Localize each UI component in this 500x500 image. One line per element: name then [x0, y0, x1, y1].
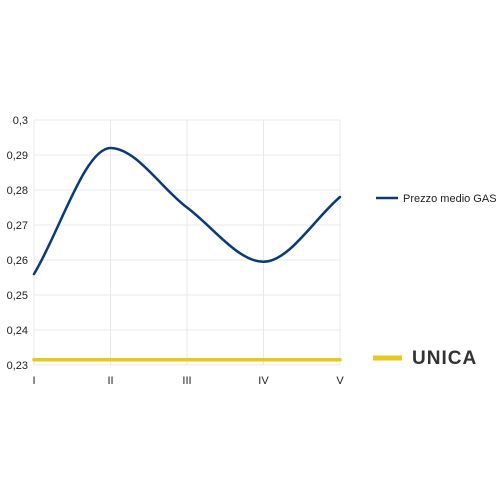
y-tick-label: 0,3	[13, 115, 28, 127]
y-tick-label: 0,24	[7, 325, 28, 337]
y-tick-label: 0,26	[7, 255, 28, 267]
legend: Prezzo medio GAS UNICA	[373, 193, 497, 369]
x-axis-ticks: I II III IV V	[32, 375, 344, 387]
grid	[33, 119, 341, 366]
y-tick-label: 0,23	[7, 360, 28, 372]
y-tick-label: 0,28	[7, 185, 28, 197]
y-tick-label: 0,29	[7, 150, 28, 162]
y-tick-label: 0,27	[7, 220, 28, 232]
x-tick-label: III	[182, 375, 191, 387]
series-lines	[32, 146, 342, 362]
x-tick-label: I	[32, 375, 35, 387]
legend-label-unica: UNICA	[412, 348, 477, 369]
y-axis-ticks: 0,23 0,24 0,25 0,26 0,27 0,28 0,29 0,3	[7, 115, 28, 372]
x-tick-label: V	[336, 375, 344, 387]
series-line-prezzo-medio-gas	[32, 146, 342, 276]
legend-label-prezzo-medio-gas: Prezzo medio GAS	[403, 193, 497, 205]
y-tick-label: 0,25	[7, 290, 28, 302]
x-tick-label: IV	[258, 375, 269, 387]
x-tick-label: II	[107, 375, 113, 387]
